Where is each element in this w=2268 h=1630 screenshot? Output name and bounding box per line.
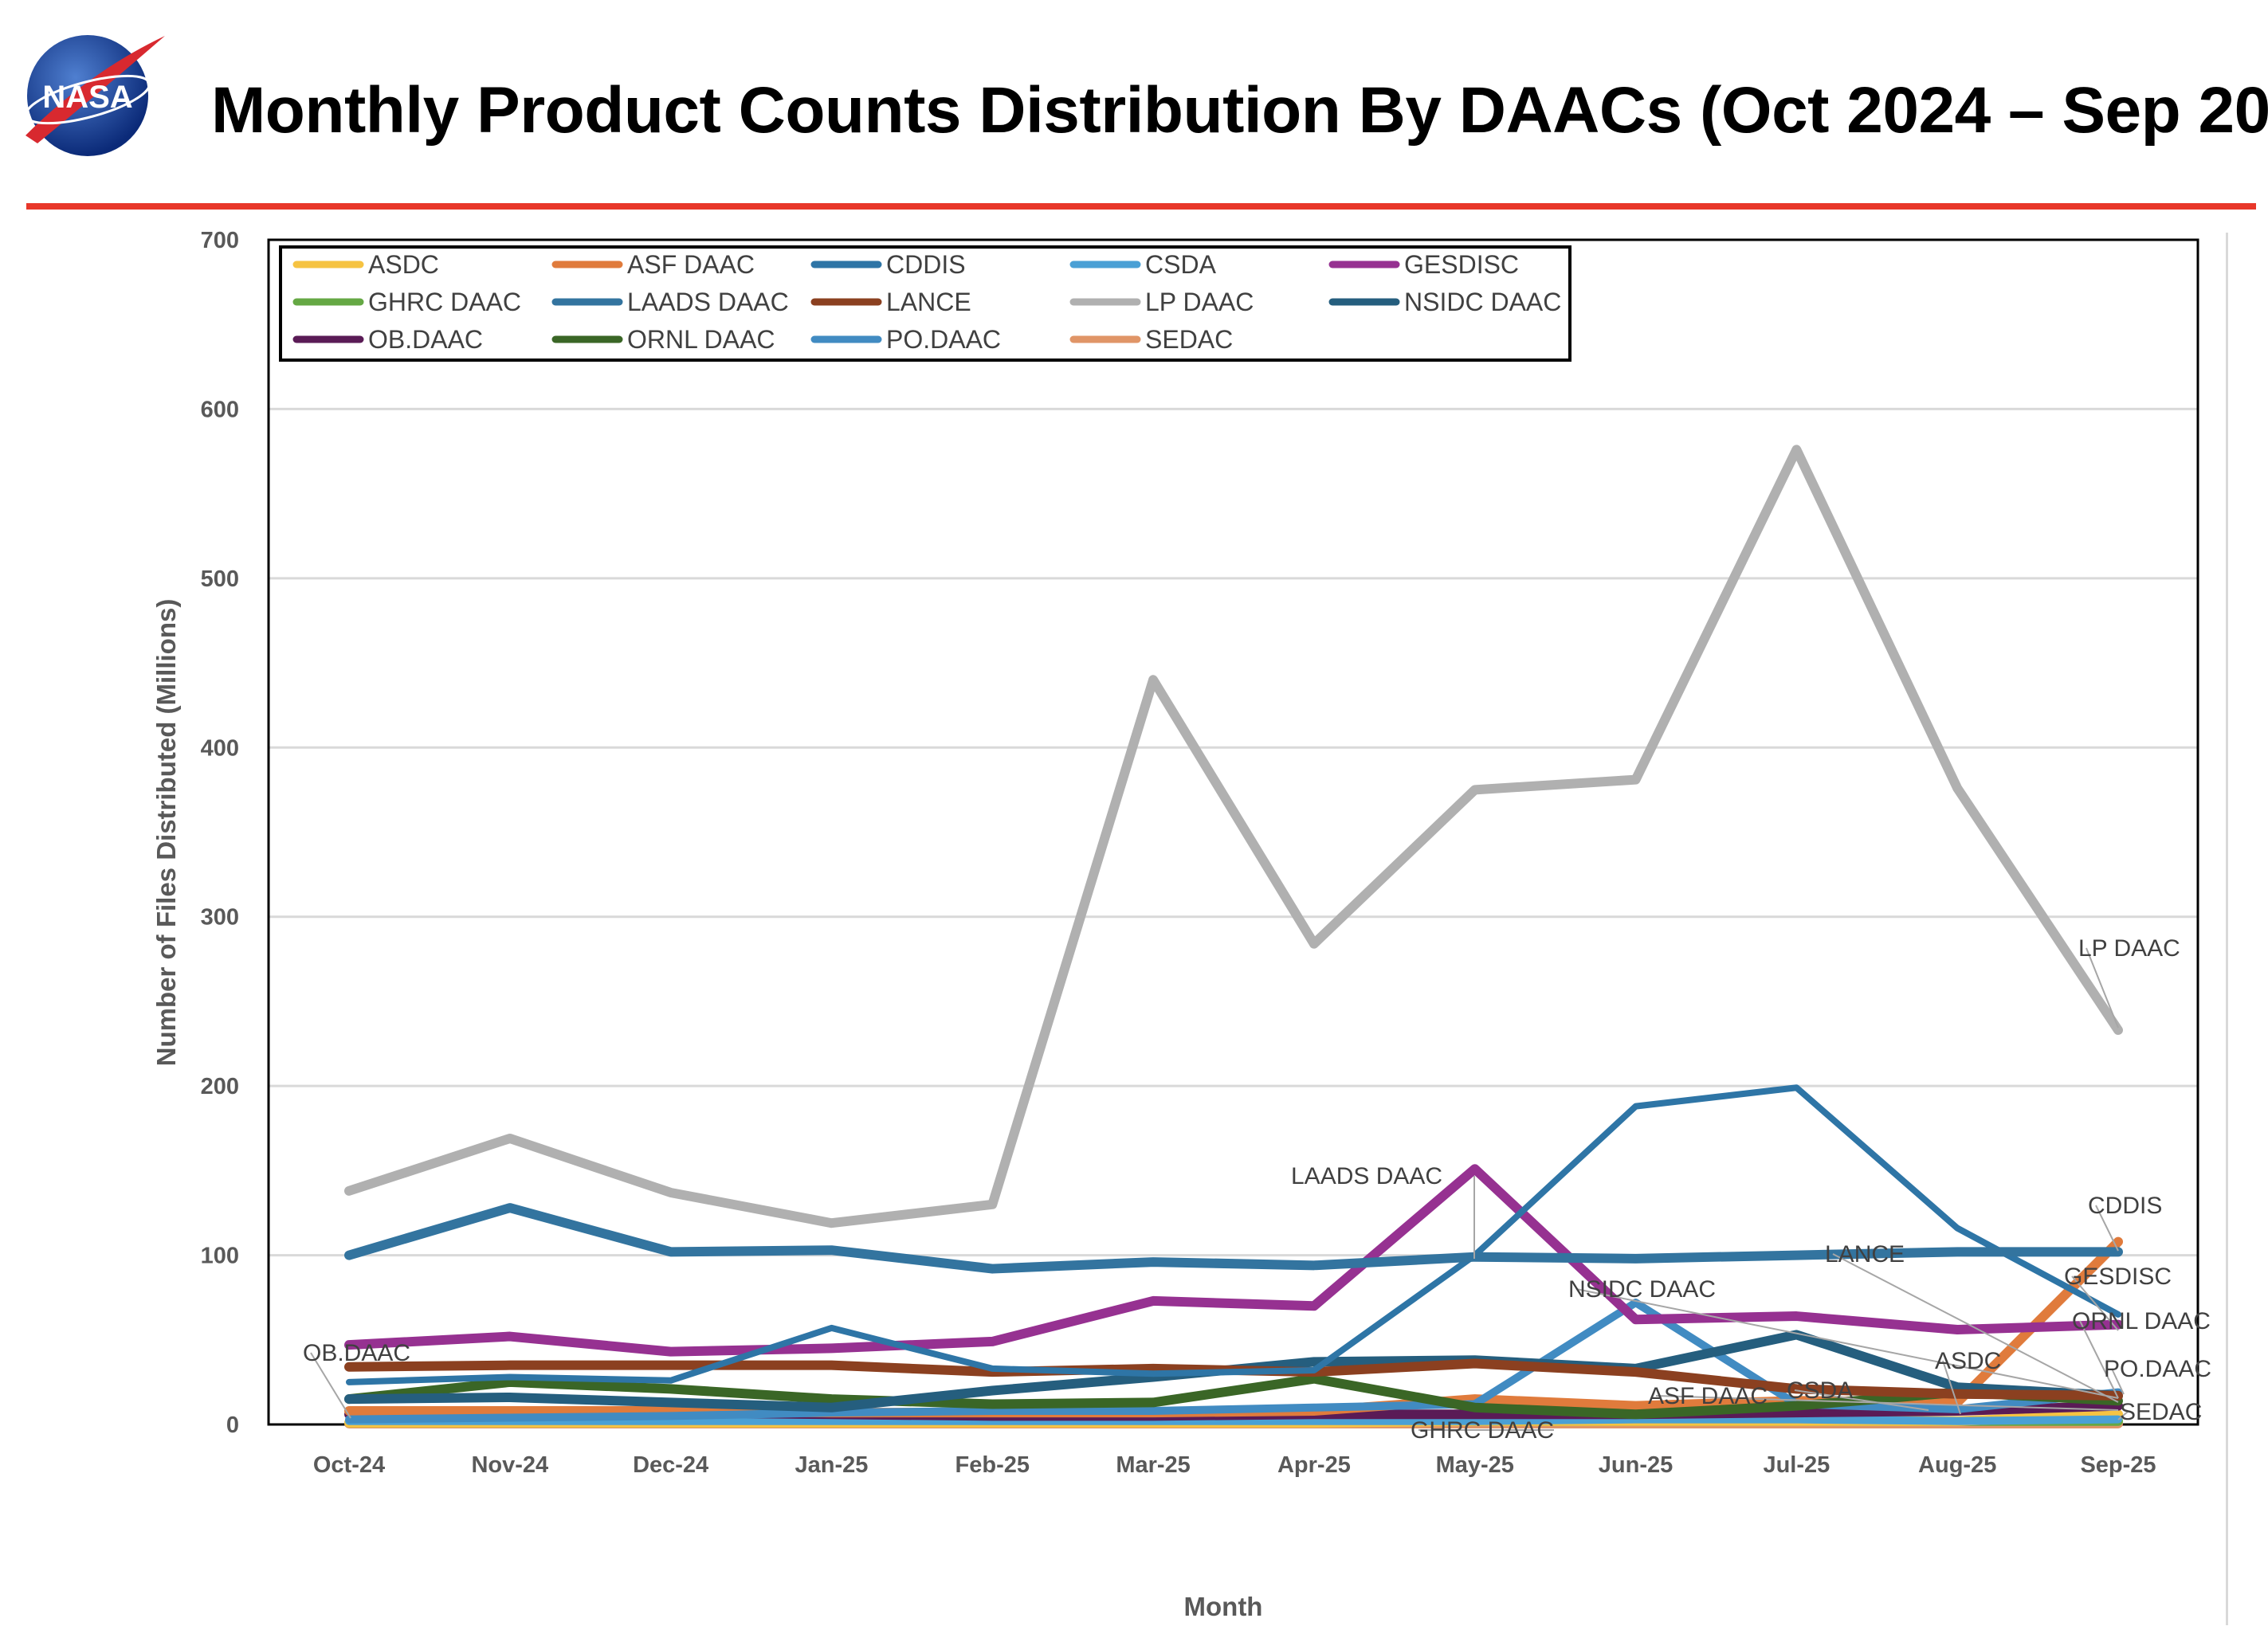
legend-label: ASF DAAC — [627, 250, 755, 279]
legend-label: OB.DAAC — [368, 325, 483, 354]
series-line-laads-daac — [344, 1203, 2123, 1274]
x-tick-label: Feb-25 — [955, 1452, 1030, 1478]
data-label: ASDC — [1935, 1348, 2001, 1374]
data-label-leader — [1655, 1395, 2119, 1411]
data-label-leader — [2111, 1368, 2125, 1395]
legend-label: SEDAC — [1145, 325, 1233, 354]
right-border — [2226, 233, 2228, 1625]
x-tick-label: Jul-25 — [1763, 1452, 1830, 1478]
data-label: PO.DAAC — [2104, 1356, 2211, 1382]
nasa-logo: NASA — [18, 24, 169, 159]
series-line-csda — [345, 1415, 2122, 1425]
legend-label: ASDC — [368, 250, 439, 279]
series-line-gesdisc — [344, 1164, 2123, 1357]
x-axis-title: Month — [1184, 1592, 1263, 1621]
data-label-leader — [310, 1352, 351, 1419]
x-tick-label: Apr-25 — [1277, 1452, 1351, 1478]
x-tick-label: Jun-25 — [1599, 1452, 1673, 1478]
data-label: OB.DAAC — [303, 1340, 410, 1366]
x-tick-label: May-25 — [1436, 1452, 1514, 1478]
series-line-ornl-daac — [344, 1373, 2123, 1420]
series-line-lp-daac — [344, 445, 2123, 1228]
data-label: GHRC DAAC — [1411, 1417, 1554, 1444]
y-axis-title: Number of Files Distributed (Millions) — [151, 599, 181, 1067]
x-tick-label: Dec-24 — [633, 1452, 708, 1478]
data-label: CDDIS — [2088, 1193, 2162, 1219]
legend-label: LAADS DAAC — [627, 288, 789, 316]
x-tick-label: Nov-24 — [471, 1452, 548, 1478]
data-label-leader — [1794, 1389, 1929, 1411]
legend-label: CSDA — [1145, 250, 1217, 279]
data-label: NSIDC DAAC — [1568, 1276, 1716, 1303]
logo-text: NASA — [42, 80, 132, 115]
y-tick-label: 400 — [201, 735, 239, 761]
x-tick-label: Mar-25 — [1116, 1452, 1191, 1478]
y-tick-label: 200 — [201, 1074, 239, 1099]
x-tick-label: Aug-25 — [1918, 1452, 1996, 1478]
legend-label: CDDIS — [886, 250, 966, 279]
y-tick-label: 700 — [201, 228, 239, 253]
y-tick-label: 300 — [201, 905, 239, 931]
legend-label: GHRC DAAC — [368, 288, 521, 316]
legend-label: PO.DAAC — [886, 325, 1001, 354]
y-tick-label: 500 — [201, 566, 239, 592]
data-label: LAADS DAAC — [1291, 1163, 1442, 1189]
data-label-leader — [2117, 1411, 2129, 1420]
data-label: LP DAAC — [2078, 935, 2180, 962]
data-label-leader — [1832, 1253, 2119, 1403]
data-label-leader — [2095, 1205, 2119, 1252]
legend-label: LANCE — [886, 288, 971, 316]
data-label-leader — [1942, 1360, 1961, 1415]
data-label: CSDA — [1787, 1377, 1853, 1404]
data-label-leader — [2086, 947, 2119, 1029]
y-tick-label: 100 — [201, 1244, 239, 1269]
legend: ASDC ASF DAAC CDDIS CSDA GESDISC GHRC DAAC LAA… — [279, 245, 1572, 362]
x-tick-label: Jan-25 — [795, 1452, 869, 1478]
y-tick-label: 0 — [226, 1413, 239, 1438]
x-tick-label: Sep-25 — [2080, 1452, 2156, 1478]
x-tick-label: Oct-24 — [313, 1452, 385, 1478]
data-label: GESDISC — [2064, 1264, 2172, 1290]
data-label: ORNL DAAC — [2072, 1308, 2211, 1334]
data-label-leader — [2079, 1320, 2119, 1399]
plot-area-border — [267, 238, 2199, 1426]
data-label: ASF DAAC — [1648, 1383, 1768, 1409]
data-label: SEDAC — [2120, 1399, 2202, 1425]
data-label-leader — [1575, 1288, 2119, 1399]
legend-label: GESDISC — [1404, 250, 1519, 279]
title-divider — [26, 203, 2256, 210]
legend-label: ORNL DAAC — [627, 325, 775, 354]
y-tick-label: 600 — [201, 397, 239, 422]
legend-label: LP DAAC — [1145, 288, 1254, 316]
data-label-leader — [2071, 1275, 2119, 1331]
legend-label: NSIDC DAAC — [1404, 288, 1561, 316]
page-title: Monthly Product Counts Distribution By D… — [211, 74, 2268, 147]
data-label: LANCE — [1825, 1241, 1905, 1268]
series-line-cddis — [346, 1084, 2121, 1385]
